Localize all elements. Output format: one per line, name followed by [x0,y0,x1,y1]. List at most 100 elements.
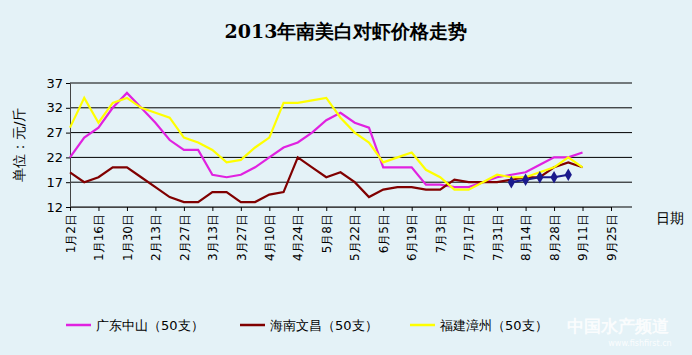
y-axis-title: 单位：元/斤 [11,108,27,183]
grid-line [70,157,632,158]
x-tick: 6月19日 [405,207,419,261]
x-tick-mark [497,207,498,211]
x-tick: 8月28日 [548,207,562,261]
y-tick: 27 [46,125,70,140]
x-tick-mark [611,207,612,211]
x-tick-label: 1月30日 [121,214,135,261]
x-tick-label: 7月3日 [434,214,448,253]
x-tick-mark [469,207,470,211]
legend-label: 福建漳州（50支） [440,318,548,333]
y-axis-line [66,84,71,208]
x-tick: 9月11日 [576,207,590,261]
x-tick-mark [298,207,299,211]
x-tick: 5月8日 [320,207,334,253]
x-tick-label: 3月13日 [206,214,220,261]
y-tick-mark [66,157,70,158]
x-tick-mark [355,207,356,211]
y-tick: 32 [46,100,70,115]
x-tick-label: 5月8日 [320,214,334,253]
x-tick-label: 1月2日 [64,214,78,253]
grid-line [70,83,632,84]
x-tick-label: 5月22日 [348,214,362,261]
x-tick-label: 4月24日 [291,214,305,261]
x-tick-label: 4月10日 [263,214,277,261]
x-tick: 5月22日 [348,207,362,261]
x-tick: 1月16日 [92,207,106,261]
x-tick-mark [440,207,441,211]
background [0,0,692,355]
x-tick: 1月2日 [64,207,78,253]
y-tick-mark [66,182,70,183]
x-tick-mark [127,207,128,211]
x-tick-label: 3月27日 [235,214,249,261]
x-tick: 3月27日 [235,207,249,261]
x-tick: 4月10日 [263,207,277,261]
title: 2013年南美白对虾价格走势 [225,20,468,42]
legend-swatch [66,324,91,327]
x-tick-label: 2月13日 [149,214,163,261]
x-tick-mark [583,207,584,211]
grid-line [70,107,632,108]
x-tick-label: 8月28日 [548,214,562,261]
series-line [70,93,583,187]
watermark: 中国水产频道 [567,316,669,336]
legend-swatch [240,324,265,327]
series-marker [550,171,557,183]
x-tick: 7月3日 [434,207,448,253]
x-tick-mark [412,207,413,211]
legend-label: 海南文昌（50支） [270,318,378,333]
legend-label: 广东中山（50支） [96,318,204,333]
chart: 2013年南美白对虾价格走势 12 17 22 27 32 37 1月2日 1月16日 1月30日… [0,0,692,355]
legend-swatch [410,324,435,327]
x-tick: 7月17日 [462,207,476,261]
y-tick-label: 12 [46,200,63,215]
x-tick-mark [241,207,242,211]
y-tick-mark [66,83,70,84]
series-marker [536,171,543,183]
x-tick-label: 7月31日 [491,214,505,261]
watermark-url: www.fishfirst.cn [608,339,671,348]
x-tick: 8月14日 [519,207,533,261]
x-tick-mark [326,207,327,211]
y-tick-mark [66,133,70,134]
y-tick-label: 22 [46,150,63,165]
x-tick-mark [526,207,527,211]
plot-area [70,93,583,202]
x-tick-label: 6月19日 [405,214,419,261]
y-tick: 37 [46,76,70,91]
x-tick-mark [70,207,71,211]
series-line [70,157,583,202]
y-axis: 12 17 22 27 32 37 [46,76,70,215]
x-tick: 3月13日 [206,207,220,261]
grid-line [70,182,632,183]
series-marker [522,173,529,185]
x-tick-label: 6月5日 [377,214,391,253]
y-tick: 12 [46,200,70,215]
x-tick-label: 9月25日 [605,214,619,261]
grid [70,83,632,207]
x-tick-label: 7月17日 [462,214,476,261]
grid-line [70,132,632,133]
x-tick: 7月31日 [491,207,505,261]
x-tick-mark [155,207,156,211]
x-tick-mark [184,207,185,211]
y-tick: 22 [46,150,70,165]
y-tick: 17 [46,175,70,190]
x-axis: 1月2日 1月16日 1月30日 2月13日 2月27日 3月13日 3月27日 4月10日 4… [64,207,619,261]
x-tick-mark [554,207,555,211]
x-axis-line [71,208,612,212]
x-tick-mark [212,207,213,211]
x-tick: 6月5日 [377,207,391,253]
x-tick: 4月24日 [291,207,305,261]
x-tick-label: 1月16日 [92,214,106,261]
series-marker [508,176,515,188]
y-tick-mark [66,207,70,208]
y-tick-label: 17 [46,175,63,190]
x-tick: 2月27日 [178,207,192,261]
y-tick-label: 37 [46,76,63,91]
x-tick-mark [383,207,384,211]
y-tick-label: 32 [46,100,63,115]
x-tick: 2月13日 [149,207,163,261]
x-tick-label: 8月14日 [519,214,533,261]
x-tick-mark [98,207,99,211]
